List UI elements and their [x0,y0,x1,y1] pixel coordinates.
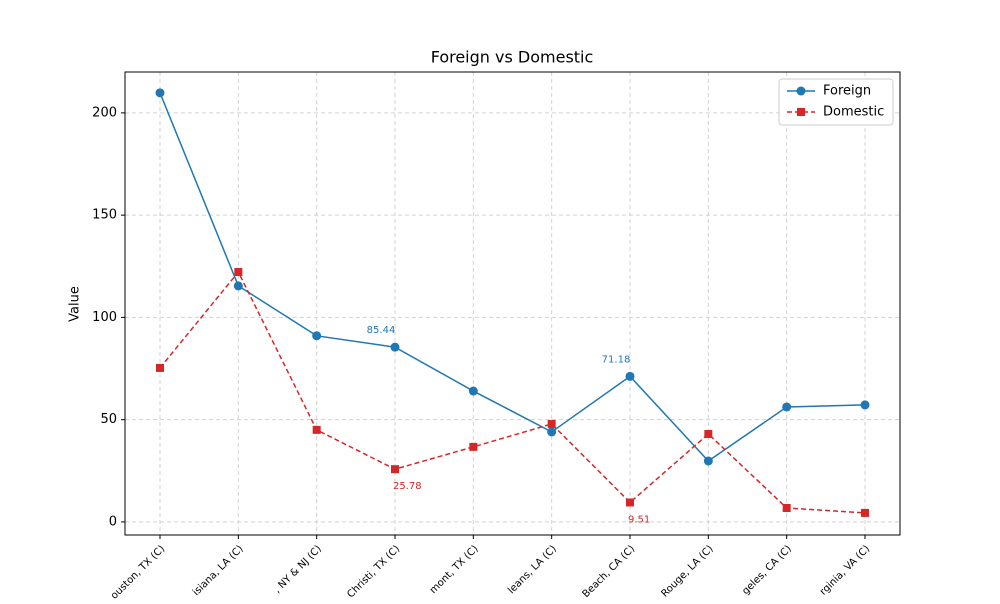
marker [547,419,556,428]
marker [234,268,243,277]
x-tick-label: rginia, VA (C) [818,543,872,597]
marker [469,442,478,451]
x-tick-label: geles, CA (C) [740,543,794,597]
x-tick-label: leans, LA (C) [506,543,559,596]
x-tick-label: Rouge, LA (C) [659,543,715,599]
x-tick-label: mont, TX (C) [428,543,481,596]
marker [704,429,713,438]
marker [782,402,792,412]
marker [390,342,400,352]
x-tick-label: , NY & NJ (C) [272,543,324,595]
marker [861,508,869,517]
marker [782,504,791,513]
legend-label: Foreign [823,84,871,99]
marker [547,427,557,437]
plot-frame [124,71,901,536]
marker [155,88,165,98]
series-line [159,92,866,462]
x-tick-label: Beach, CA (C) [581,543,638,600]
x-tick-label: Christi, TX (C) [345,543,402,600]
y-tick-label: 200 [92,105,117,120]
marker [860,400,870,410]
series-line [159,270,866,514]
marker [233,281,243,291]
data-label: 71.18 [602,354,631,365]
x-tick-label: ouston, TX (C) [109,543,167,600]
y-tick-label: 0 [109,514,117,529]
legend-marker [796,86,806,96]
y-tick-label: 50 [100,412,117,427]
marker [468,386,478,396]
chart-title: Foreign vs Domestic [431,48,594,67]
marker [156,363,164,372]
marker [391,465,399,474]
marker [312,425,321,434]
marker [626,498,634,507]
data-label: 9.51 [628,514,650,525]
marker [703,456,713,466]
data-label: 85.44 [367,325,396,336]
marker [625,371,635,381]
y-tick-label: 100 [92,310,117,325]
legend-label: Domestic [823,105,884,120]
legend-marker [797,108,805,116]
x-tick-label: isiana, LA (C) [191,543,246,598]
y-axis-label: Value [68,286,83,322]
data-label: 25.78 [393,481,422,492]
marker [312,331,322,341]
y-tick-label: 150 [92,208,117,223]
